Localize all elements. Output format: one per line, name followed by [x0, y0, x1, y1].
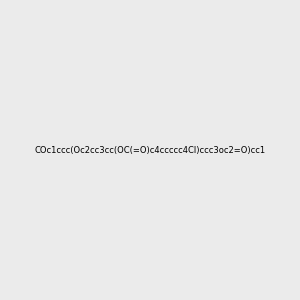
Text: COc1ccc(Oc2cc3cc(OC(=O)c4ccccc4Cl)ccc3oc2=O)cc1: COc1ccc(Oc2cc3cc(OC(=O)c4ccccc4Cl)ccc3oc…	[34, 146, 266, 154]
